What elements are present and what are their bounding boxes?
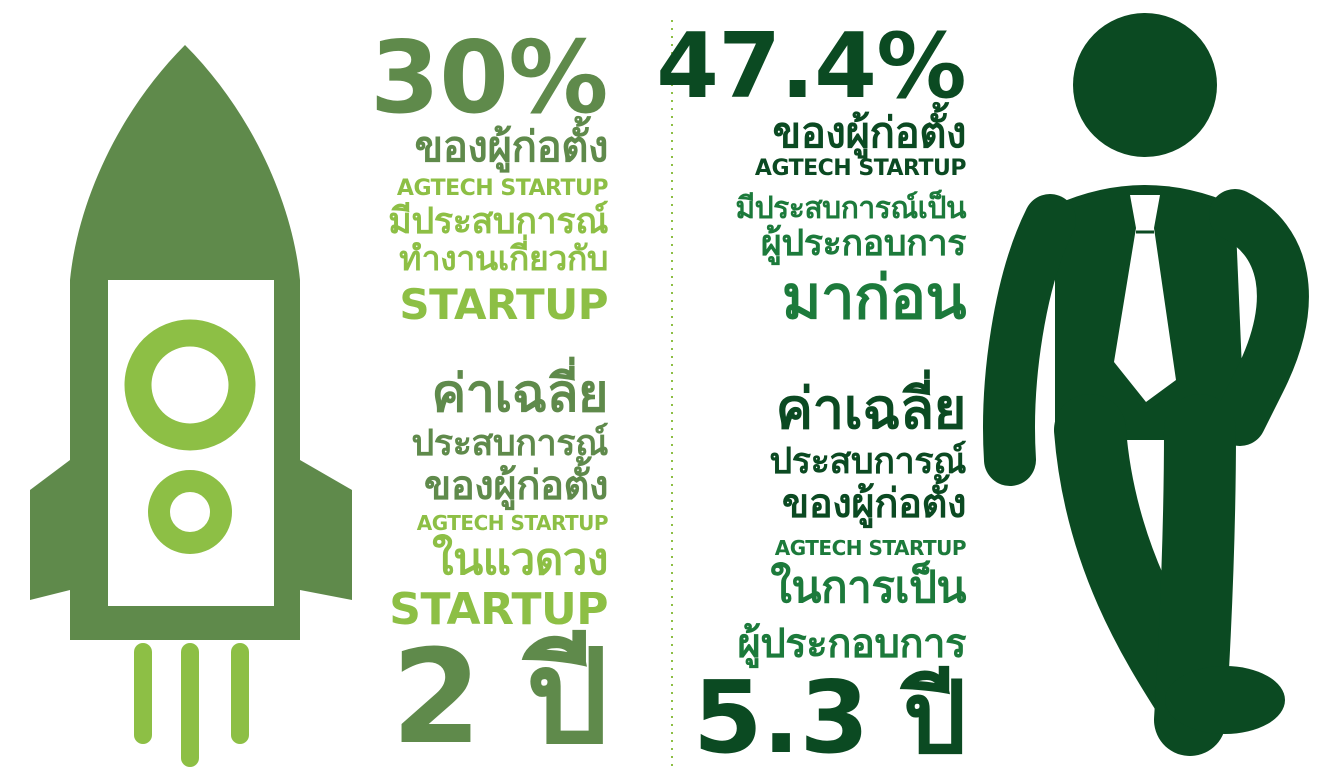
text-line: ของผู้ก่อตั้ง [772,108,967,157]
text-line: ของผู้ก่อตั้ง [423,463,609,509]
text-line: ประสบการณ์ [769,441,966,482]
text-line: 47.4% [656,14,966,119]
text-line: AGTECH STARTUP [396,176,609,201]
text-line: ค่าเฉลี่ย [431,364,608,424]
rocket [30,45,352,767]
text-line: AGTECH STARTUP [416,511,609,535]
text-line: มีประสบการณ์เป็น [735,191,966,226]
text-line: ผู้ประกอบการ [760,223,967,264]
text-line: AGTECH STARTUP [754,156,967,181]
text-line: 2 ปี [391,621,608,767]
text-line: ของผู้ก่อตั้ง [414,122,609,171]
text-line: ทำงานเกี่ยวกับ [399,239,608,279]
text-line: มาก่อน [781,263,967,333]
text-line: AGTECH STARTUP [774,536,967,560]
right-column: 47.4% ของผู้ก่อตั้ง AGTECH STARTUP มีประสบก… [656,0,967,767]
person [983,13,1309,756]
text-line: ผู้ประกอบการ [737,621,966,667]
text-line: 30% [370,19,608,136]
text-line: STARTUP [399,280,608,329]
text-line: ประสบการณ์ [411,423,608,464]
text-line: ในการเป็น [770,562,966,613]
text-line: 5.3 ปี [693,659,966,767]
text-line: มีประสบการณ์ [388,201,608,242]
text-line: ของผู้ก่อตั้ง [781,481,967,527]
text-line: ค่าเฉลี่ย [775,377,967,442]
text-line: ในแวดวง [432,534,608,585]
text-line: STARTUP [389,584,608,635]
left-column: 30% ของผู้ก่อตั้ง AGTECH STARTUP มีประสบการ… [360,0,608,767]
